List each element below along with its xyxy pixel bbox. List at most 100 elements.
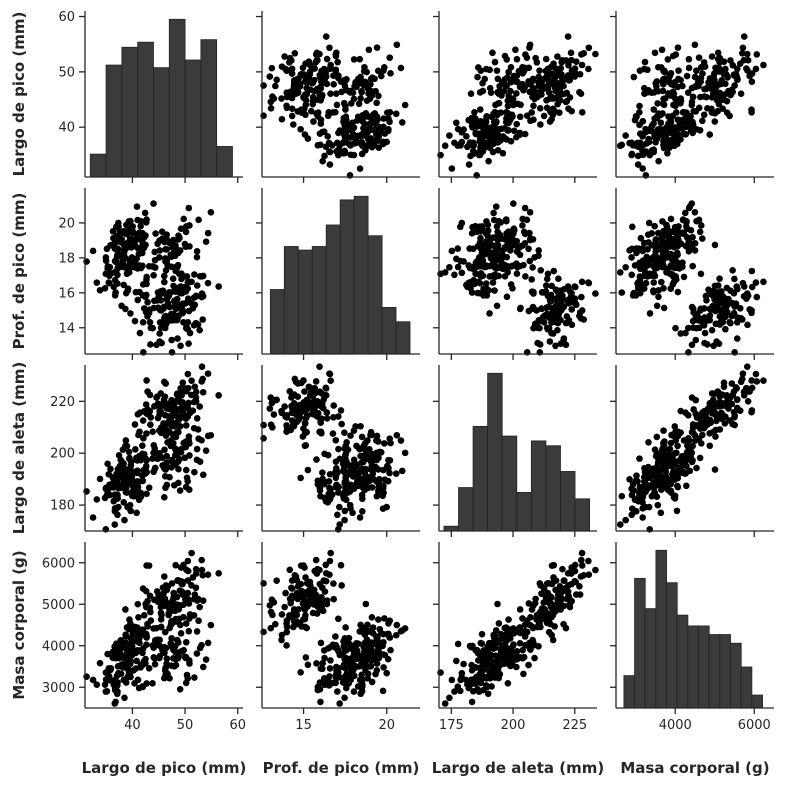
scatter-point: [337, 561, 345, 569]
scatter-point: [380, 115, 387, 122]
scatter-point: [682, 482, 690, 490]
scatter-point: [639, 133, 646, 140]
scatter-point: [622, 516, 629, 524]
scatter-point: [360, 125, 367, 132]
scatter-point: [113, 687, 120, 695]
scatter-point: [494, 146, 502, 154]
scatter-point: [83, 258, 90, 265]
scatter-point: [340, 139, 348, 146]
scatter-point: [170, 593, 178, 601]
scatter-point: [697, 222, 705, 229]
scatter-point: [503, 136, 510, 143]
scatter-point: [646, 526, 654, 533]
scatter-point: [359, 681, 366, 688]
scatter-point: [629, 223, 636, 231]
scatter-point: [550, 574, 557, 581]
scatter-point: [622, 263, 629, 271]
scatter-point: [703, 297, 710, 304]
scatter-point: [516, 113, 524, 121]
scatter-point: [525, 307, 533, 315]
scatter-point: [334, 511, 341, 519]
scatter-point: [375, 616, 382, 623]
scatter-point: [159, 400, 167, 407]
scatter-point: [637, 234, 645, 242]
scatter-point: [743, 295, 750, 302]
scatter-point: [198, 290, 206, 297]
scatter-point: [477, 227, 485, 235]
scatter-point: [728, 400, 736, 408]
scatter-point: [688, 428, 696, 436]
scatter-point: [267, 624, 275, 632]
scatter-point: [184, 384, 192, 392]
scatter-point: [618, 289, 626, 296]
scatter-point: [727, 394, 734, 401]
scatter-point: [674, 442, 681, 450]
scatter-point: [487, 89, 495, 96]
scatter-point: [168, 464, 175, 471]
scatter-point: [718, 415, 725, 423]
hist-bar: [560, 471, 576, 532]
scatter-point: [319, 469, 326, 476]
scatter-point: [96, 475, 104, 483]
scatter-point: [140, 612, 148, 619]
scatter-point: [513, 242, 520, 249]
scatter-point: [316, 50, 323, 58]
scatter-point: [304, 661, 312, 669]
scatter-point: [706, 442, 714, 450]
scatter-point: [669, 281, 677, 288]
scatter-point: [699, 117, 706, 125]
scatter-point: [691, 41, 699, 49]
scatter-point: [127, 507, 134, 515]
scatter-point: [672, 324, 679, 332]
scatter-point: [175, 615, 183, 623]
scatter-point: [122, 633, 130, 640]
scatter-point: [318, 603, 325, 611]
scatter-point: [283, 102, 290, 110]
scatter-point: [323, 415, 331, 422]
scatter-point: [288, 65, 296, 73]
hist-bar: [687, 625, 699, 709]
scatter-point: [114, 280, 121, 287]
scatter-point: [711, 241, 719, 249]
scatter-point: [142, 219, 150, 226]
scatter-point: [330, 72, 337, 79]
scatter-point: [107, 483, 115, 491]
scatter-point: [701, 339, 708, 347]
scatter-point: [701, 409, 709, 417]
scatter-point: [629, 140, 636, 148]
scatter-point: [695, 216, 703, 224]
scatter-point: [727, 319, 734, 327]
scatter-point: [122, 466, 130, 473]
scatter-point: [714, 289, 722, 296]
scatter-point: [170, 298, 178, 305]
scatter-point: [341, 507, 349, 515]
scatter-point: [374, 653, 382, 661]
scatter-point: [674, 116, 682, 124]
scatter-point: [363, 142, 371, 150]
scatter-point: [566, 94, 574, 101]
scatter-point: [457, 676, 464, 684]
scatter-point: [105, 279, 113, 287]
scatter-point: [514, 248, 521, 256]
scatter-point: [102, 688, 110, 695]
scatter-point: [543, 580, 551, 587]
scatter-point: [566, 288, 574, 295]
scatter-point: [541, 75, 549, 82]
scatter-point: [168, 263, 175, 271]
scatter-point: [341, 456, 349, 464]
scatter-point: [708, 53, 716, 60]
scatter-point: [538, 91, 545, 98]
scatter-point: [484, 690, 492, 698]
scatter-point: [321, 152, 328, 160]
scatter-point: [139, 683, 147, 691]
scatter-point: [483, 646, 490, 653]
scatter-point: [525, 661, 532, 669]
scatter-point: [336, 521, 343, 528]
scatter-point: [667, 215, 675, 223]
scatter-point: [482, 128, 490, 135]
scatter-point: [156, 247, 164, 254]
scatter-point: [332, 474, 340, 482]
scatter-point: [635, 495, 642, 503]
scatter-point: [471, 149, 479, 157]
scatter-point: [326, 557, 334, 565]
